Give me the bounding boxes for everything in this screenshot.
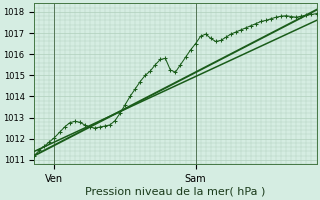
X-axis label: Pression niveau de la mer( hPa ): Pression niveau de la mer( hPa ) — [85, 187, 266, 197]
